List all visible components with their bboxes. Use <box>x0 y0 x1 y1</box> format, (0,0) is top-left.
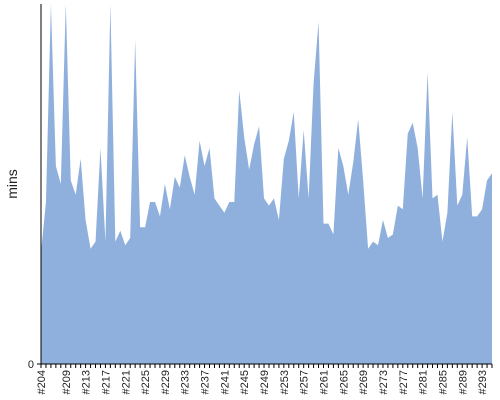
x-tick-label: #281 <box>418 370 430 394</box>
x-tick-label: #245 <box>239 370 251 394</box>
plot-area <box>41 4 492 364</box>
x-axis-ticks: #204 #209 #213 #217 #221 #225 #229 #233 #237 #241… <box>36 364 493 394</box>
y-axis-label: mins <box>4 169 20 199</box>
x-tick-label: #277 <box>398 370 410 394</box>
x-tick-label: #204 <box>36 370 48 394</box>
x-tick-label: #217 <box>100 370 112 394</box>
x-tick-label: #229 <box>160 370 172 394</box>
x-tick-label: #273 <box>378 370 390 394</box>
x-tick-label: #257 <box>299 370 311 394</box>
x-tick-label: #237 <box>200 370 212 394</box>
y-tick-label: 0 <box>28 359 34 371</box>
x-tick-label: #213 <box>81 370 93 394</box>
x-tick-label: #289 <box>457 370 469 394</box>
x-tick-label: #269 <box>358 370 370 394</box>
x-tick-label: #261 <box>318 370 330 394</box>
y-axis-ticks: 0 <box>28 359 41 371</box>
x-tick-label: #249 <box>259 370 271 394</box>
x-tick-label: #293 <box>477 370 489 394</box>
area-series <box>41 4 492 364</box>
x-tick-label: #225 <box>140 370 152 394</box>
x-tick-label: #221 <box>120 370 132 394</box>
x-tick-label: #285 <box>437 370 449 394</box>
x-tick-label: #209 <box>61 370 73 394</box>
x-tick-label: #233 <box>180 370 192 394</box>
x-tick-label: #253 <box>279 370 291 394</box>
x-tick-label: #265 <box>338 370 350 394</box>
x-tick-label: #241 <box>219 370 231 394</box>
